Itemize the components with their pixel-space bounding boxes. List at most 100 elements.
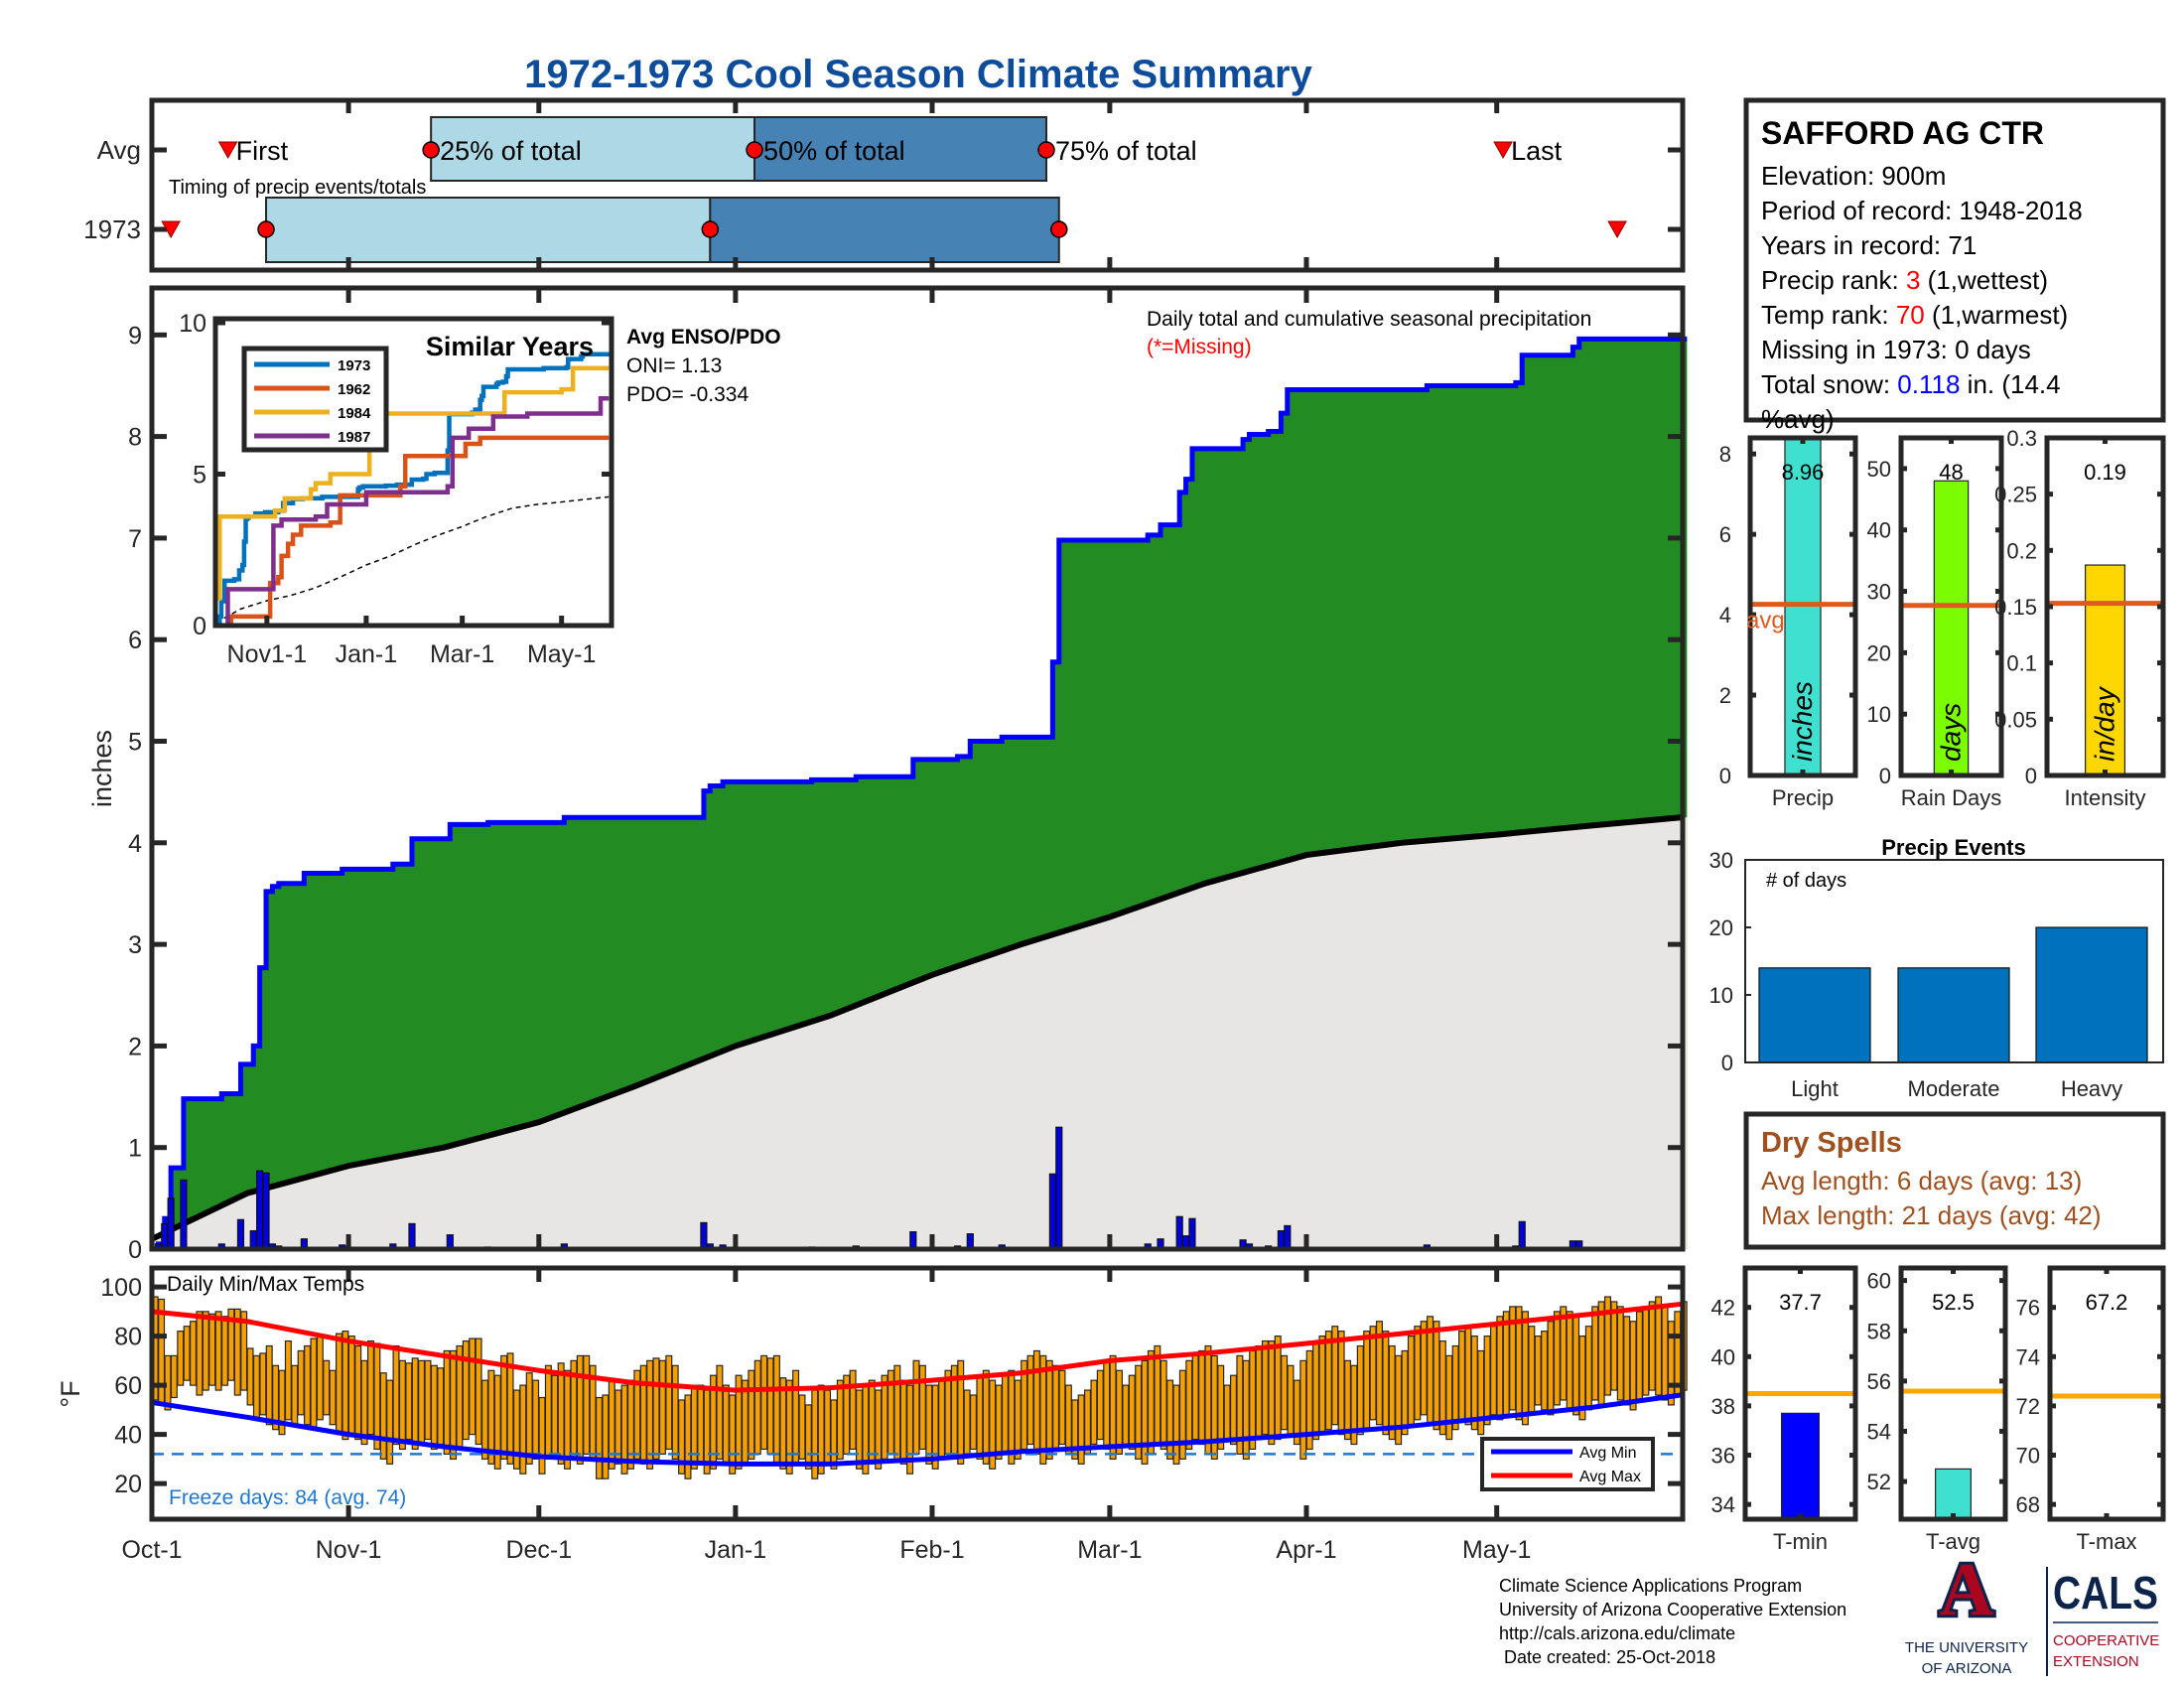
daily-temp-bar — [690, 1384, 698, 1470]
daily-precip-bar — [1188, 1217, 1196, 1250]
value-label: 37.7 — [1779, 1290, 1822, 1315]
daily-temp-bar — [329, 1369, 337, 1426]
y-tick-label: 0 — [1719, 764, 1731, 788]
daily-temp-bar — [1420, 1321, 1428, 1416]
x-tick-label: Jan-1 — [705, 1536, 767, 1564]
daily-temp-bar — [1014, 1379, 1022, 1460]
daily-temp-bar — [202, 1311, 209, 1391]
x-tick-label: Jan-1 — [336, 640, 398, 668]
station-period: Period of record: 1948-2018 — [1761, 196, 2083, 225]
daily-temp-bar — [602, 1394, 610, 1479]
daily-temp-bar — [1191, 1354, 1199, 1441]
timing-marker-label: 50% of total — [763, 136, 905, 166]
y-tick-label: 6 — [1719, 522, 1731, 547]
timing-marker-label: First — [236, 136, 289, 166]
daily-temp-bar — [297, 1349, 305, 1416]
station-info-box: SAFFORD AG CTR Elevation: 900m Period of… — [1743, 97, 2166, 434]
freeze-days-label: Freeze days: 84 (avg. 74) — [169, 1486, 406, 1509]
daily-temp-bar — [538, 1396, 546, 1475]
daily-temp-bar — [1032, 1349, 1040, 1456]
y-tick-label: 10 — [1709, 983, 1733, 1008]
y-tick-label: 38 — [1711, 1394, 1735, 1419]
daily-temp-bar — [1261, 1339, 1269, 1436]
event-bar — [2035, 926, 2148, 1063]
daily-temp-bar — [341, 1331, 349, 1441]
daily-temp-bar — [1534, 1336, 1542, 1406]
daily-temp-bar — [1566, 1311, 1573, 1411]
dry-spells-max: Max length: 21 days (avg: 42) — [1761, 1200, 2102, 1230]
daily-temp-bar — [310, 1337, 318, 1431]
daily-temp-bar — [1198, 1349, 1206, 1446]
footer-url[interactable]: http://cals.arizona.edu/climate — [1499, 1623, 1735, 1643]
enso-oni: ONI= 1.13 — [626, 354, 722, 377]
y-tick-label: 54 — [1867, 1419, 1891, 1444]
daily-temp-bar — [753, 1359, 761, 1456]
daily-temp-bar — [785, 1379, 793, 1475]
daily-temp-bar — [671, 1364, 679, 1460]
daily-temp-bar — [1090, 1379, 1098, 1446]
average-label: avg — [1746, 608, 1785, 634]
daily-temp-bar — [411, 1357, 419, 1451]
daily-temp-bar — [665, 1354, 673, 1451]
timing-marker-label: 25% of total — [440, 136, 582, 166]
daily-temp-bar — [684, 1394, 692, 1479]
daily-temp-bar — [557, 1362, 565, 1465]
y-tick-label: 30 — [1709, 848, 1733, 873]
x-tick-label: Nov1-1 — [227, 640, 308, 668]
y-tick-label: 58 — [1867, 1319, 1891, 1343]
y-tick-label: 70 — [2016, 1444, 2040, 1469]
bar-panel-intensity: 0 0.05 0.1 0.15 0.2 0.25 0.3 0.19 Intensity in/da… — [1994, 426, 2166, 810]
daily-temp-bar — [1674, 1311, 1682, 1396]
daily-temp-bar — [1553, 1311, 1561, 1406]
x-axis-label: Intensity — [2065, 785, 2146, 810]
daily-temp-bar — [963, 1389, 971, 1456]
daily-precip-bar — [249, 1229, 257, 1250]
bar-panel-t-max: 68 70 72 74 76 67.2 T-max — [2016, 1265, 2166, 1554]
y-tick-label: 0 — [128, 1236, 142, 1264]
y-tick-label: 0 — [1879, 764, 1891, 788]
timing-row-label: Avg — [97, 135, 141, 165]
station-snow: Total snow: 0.118 in. (14.4 — [1761, 369, 2061, 399]
cumulative-precip-line — [152, 336, 1688, 1252]
daily-temp-bar — [893, 1364, 901, 1460]
daily-temp-bar — [830, 1399, 838, 1470]
daily-temp-bar — [430, 1364, 438, 1451]
daily-temp-bar — [1344, 1359, 1352, 1441]
enso-pdo: PDO= -0.334 — [626, 383, 749, 406]
daily-temp-bar — [1483, 1336, 1491, 1426]
y-tick-label: 20 — [114, 1471, 142, 1498]
daily-temp-bar — [1610, 1301, 1618, 1391]
daily-temp-bar — [583, 1354, 591, 1456]
x-tick-label: Heavy — [2061, 1076, 2122, 1101]
daily-temp-bar — [405, 1362, 413, 1441]
daily-temp-bar — [1458, 1331, 1466, 1421]
x-tick-label: Nov-1 — [316, 1536, 382, 1564]
value-label: 48 — [1939, 460, 1963, 485]
daily-temp-bar — [304, 1344, 312, 1426]
daily-temp-bar — [1470, 1336, 1478, 1431]
daily-temp-bar — [1185, 1359, 1193, 1451]
daily-temp-bar — [1369, 1326, 1377, 1421]
label: in. (14.4 — [1960, 369, 2060, 399]
legend-label: 1962 — [338, 381, 370, 398]
y-axis-label: °F — [56, 1380, 85, 1407]
y-tick-label: 10 — [1867, 702, 1891, 727]
daily-temp-bar — [1312, 1339, 1320, 1441]
daily-temp-bar — [373, 1342, 381, 1451]
unit-label: days — [1936, 703, 1967, 762]
y-tick-label: 6 — [128, 627, 142, 654]
station-name: SAFFORD AG CTR — [1761, 115, 2044, 151]
bar-panel-t-avg: 52 54 56 58 60 52.5 T-avg — [1867, 1265, 2008, 1554]
daily-temp-bar — [1255, 1344, 1263, 1441]
footer-line: Climate Science Applications Program — [1499, 1576, 1802, 1596]
daily-temp-bar — [456, 1344, 464, 1451]
x-axis-label: Rain Days — [1901, 785, 2001, 810]
value-bar — [1781, 1412, 1820, 1519]
daily-temp-bar — [1223, 1384, 1231, 1441]
label: Precip rank: — [1761, 265, 1906, 295]
daily-temp-bar — [1382, 1331, 1390, 1436]
daily-temp-bar — [347, 1336, 355, 1436]
daily-temp-bar — [899, 1379, 907, 1465]
timing-panel: Avg First 25% of total 50% of total 75% of t… — [83, 97, 1686, 273]
